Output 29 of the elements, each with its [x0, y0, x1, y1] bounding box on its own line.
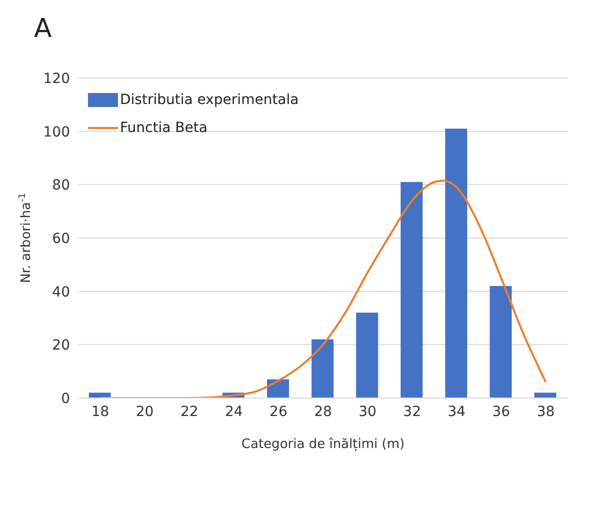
y-tick-label: 0 [61, 390, 70, 407]
x-tick-label: 34 [448, 404, 466, 420]
legend-label: Distributia experimentala [120, 92, 299, 108]
legend-label: Functia Beta [120, 120, 208, 136]
y-tick-label: 20 [52, 338, 70, 354]
bar [356, 312, 378, 398]
x-tick-label: 26 [270, 404, 288, 420]
x-tick-label: 38 [536, 404, 555, 420]
y-tick-label: 100 [43, 124, 70, 140]
x-tick-label: 22 [180, 404, 198, 420]
bar [312, 339, 334, 398]
y-tick-label: 60 [52, 230, 70, 247]
x-tick-label: 36 [492, 404, 510, 420]
x-tick-label: 24 [224, 404, 243, 420]
x-tick-label: 28 [314, 404, 332, 420]
bar [445, 128, 468, 398]
bar [534, 392, 556, 398]
chart-title: A [34, 14, 52, 44]
y-tick-label: 120 [43, 70, 70, 87]
x-axis-title: Categoria de înălțimi (m) [241, 437, 405, 452]
line-series [99, 180, 547, 398]
bar [400, 182, 423, 398]
x-tick-label: 32 [403, 404, 422, 420]
x-tick-label: 20 [136, 404, 154, 420]
x-tick-label: 30 [358, 404, 376, 420]
bar [490, 286, 512, 398]
x-tick-label: 18 [91, 404, 110, 420]
y-tick-label: 40 [52, 284, 70, 300]
y-tick-label: 80 [52, 178, 70, 194]
